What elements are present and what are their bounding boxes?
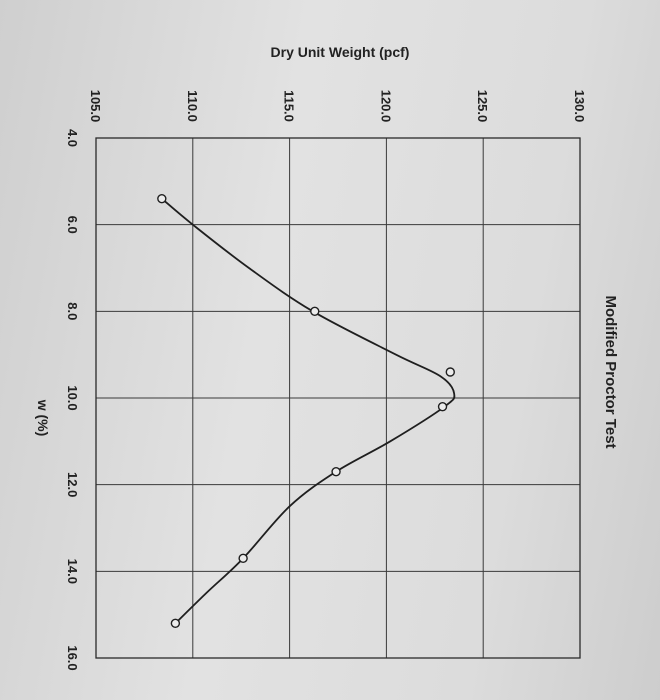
data-point — [331, 466, 341, 477]
x-tick-label: 4.0 — [65, 129, 80, 147]
x-tick-label: 16.0 — [65, 645, 80, 670]
y-tick-label: 120.0 — [378, 90, 393, 123]
x-axis-label: w (%) — [35, 399, 51, 437]
y-tick-label: 130.0 — [572, 90, 587, 123]
x-tick-label: 14.0 — [65, 559, 80, 584]
data-point — [170, 618, 181, 629]
grid-lines — [95, 137, 581, 659]
compaction-curve — [161, 197, 456, 624]
series-line — [161, 197, 456, 624]
data-points — [157, 193, 455, 629]
x-tick-label: 10.0 — [65, 385, 80, 410]
y-tick-label: 125.0 — [475, 90, 490, 123]
x-tick-labels: 4.0 6.0 8.0 10.0 12.0 14.0 16.0 — [65, 129, 80, 671]
data-point — [310, 306, 320, 317]
y-axis-label: Dry Unit Weight (pcf) — [271, 44, 410, 60]
x-tick-label: 8.0 — [65, 302, 80, 320]
y-tick-label: 105.0 — [88, 90, 103, 123]
chart-title: Modified Proctor Test — [602, 295, 619, 448]
y-tick-label: 115.0 — [282, 90, 297, 122]
y-tick-labels: 105.0 110.0 115.0 120.0 125.0 130.0 — [88, 90, 587, 123]
y-tick-label: 110.0 — [185, 90, 200, 122]
x-tick-label: 6.0 — [65, 216, 80, 234]
plot-frame — [95, 137, 581, 659]
data-point — [437, 401, 448, 412]
data-point — [445, 367, 455, 377]
data-point — [238, 553, 248, 564]
x-tick-label: 12.0 — [65, 472, 80, 497]
data-point — [157, 193, 167, 204]
